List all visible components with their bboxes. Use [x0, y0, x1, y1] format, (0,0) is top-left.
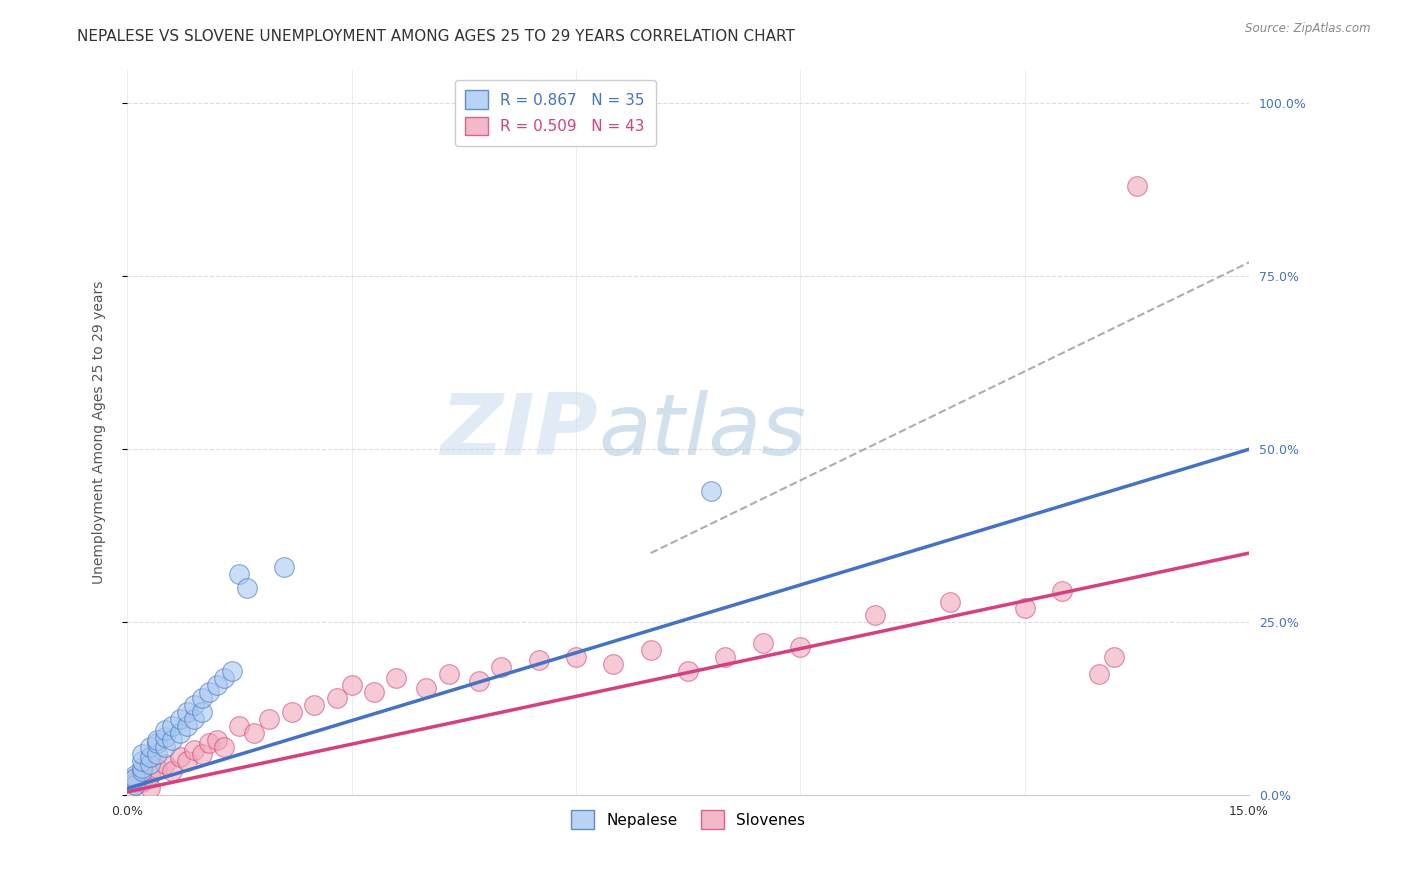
Point: [259, 712, 281, 726]
Point: [176, 754, 198, 768]
Legend: Nepalese, Slovenes: Nepalese, Slovenes: [565, 805, 811, 835]
Point: [243, 726, 266, 740]
Point: [138, 739, 160, 754]
Point: [699, 483, 721, 498]
Point: [176, 719, 198, 733]
Point: [191, 691, 214, 706]
Point: [325, 691, 347, 706]
Point: [1014, 601, 1036, 615]
Point: [138, 767, 160, 781]
Point: [160, 764, 183, 779]
Point: [169, 750, 191, 764]
Point: [789, 640, 811, 654]
Point: [169, 726, 191, 740]
Point: [146, 747, 169, 761]
Point: [138, 750, 160, 764]
Point: [131, 764, 153, 779]
Point: [153, 730, 176, 744]
Point: [124, 778, 146, 792]
Point: [489, 660, 512, 674]
Point: [191, 747, 214, 761]
Point: [714, 649, 737, 664]
Point: [131, 774, 153, 789]
Point: [752, 636, 775, 650]
Point: [124, 778, 146, 792]
Point: [565, 649, 588, 664]
Point: [153, 739, 176, 754]
Point: [676, 664, 699, 678]
Y-axis label: Unemployment Among Ages 25 to 29 years: Unemployment Among Ages 25 to 29 years: [93, 280, 107, 583]
Point: [363, 684, 385, 698]
Point: [437, 667, 460, 681]
Point: [153, 757, 176, 772]
Text: NEPALESE VS SLOVENE UNEMPLOYMENT AMONG AGES 25 TO 29 YEARS CORRELATION CHART: NEPALESE VS SLOVENE UNEMPLOYMENT AMONG A…: [77, 29, 796, 44]
Point: [1126, 179, 1149, 194]
Text: Source: ZipAtlas.com: Source: ZipAtlas.com: [1246, 22, 1371, 36]
Point: [124, 771, 146, 785]
Point: [146, 733, 169, 747]
Point: [131, 754, 153, 768]
Point: [183, 698, 205, 713]
Point: [198, 736, 221, 750]
Point: [124, 771, 146, 785]
Point: [205, 678, 228, 692]
Point: [602, 657, 624, 671]
Point: [640, 643, 662, 657]
Point: [138, 757, 160, 772]
Point: [160, 733, 183, 747]
Point: [153, 723, 176, 737]
Point: [236, 581, 259, 595]
Point: [1088, 667, 1111, 681]
Point: [467, 674, 489, 689]
Point: [198, 684, 221, 698]
Point: [205, 733, 228, 747]
Point: [280, 706, 302, 720]
Point: [169, 712, 191, 726]
Text: ZIP: ZIP: [440, 391, 599, 474]
Point: [527, 653, 550, 667]
Point: [228, 566, 250, 581]
Point: [131, 747, 153, 761]
Point: [385, 671, 408, 685]
Point: [183, 743, 205, 757]
Point: [160, 719, 183, 733]
Point: [863, 608, 886, 623]
Point: [340, 678, 363, 692]
Point: [183, 712, 205, 726]
Point: [138, 781, 160, 796]
Text: atlas: atlas: [599, 391, 807, 474]
Point: [124, 767, 146, 781]
Point: [302, 698, 325, 713]
Point: [214, 671, 236, 685]
Point: [1104, 649, 1126, 664]
Point: [1050, 584, 1073, 599]
Point: [146, 736, 169, 750]
Point: [214, 739, 236, 754]
Point: [939, 594, 962, 608]
Point: [176, 706, 198, 720]
Point: [191, 706, 214, 720]
Point: [146, 761, 169, 775]
Point: [131, 761, 153, 775]
Point: [221, 664, 243, 678]
Point: [415, 681, 437, 695]
Point: [228, 719, 250, 733]
Point: [124, 774, 146, 789]
Point: [273, 560, 295, 574]
